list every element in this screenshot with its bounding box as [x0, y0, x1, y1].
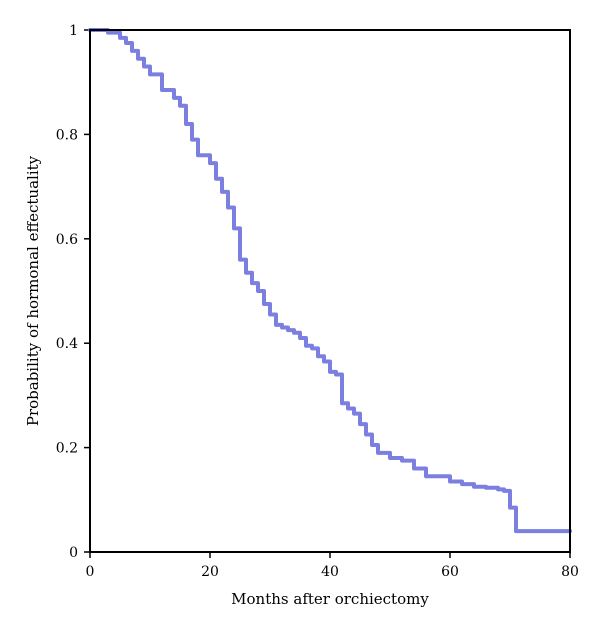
y-tick-label: 0	[69, 545, 78, 561]
y-tick-label: 1	[69, 23, 78, 39]
y-tick-label: 0.8	[56, 127, 78, 143]
x-tick-label: 40	[321, 564, 339, 580]
x-axis-title: Months after orchiectomy	[231, 590, 429, 608]
y-tick-label: 0.2	[56, 441, 78, 457]
y-axis-ticks: 0 0.2 0.4 0.6 0.8 1	[56, 23, 90, 561]
y-axis-title: Probability of hormonal effectuality	[24, 155, 42, 426]
x-tick-label: 80	[561, 564, 579, 580]
x-tick-label: 0	[86, 564, 95, 580]
x-tick-label: 20	[201, 564, 219, 580]
survival-curve	[88, 28, 572, 534]
x-tick-label: 60	[441, 564, 459, 580]
plot-area-frame	[89, 29, 571, 553]
y-tick-label: 0.6	[56, 232, 78, 248]
y-tick-label: 0.4	[56, 336, 78, 352]
x-axis-ticks: 0 20 40 60 80	[86, 552, 579, 580]
